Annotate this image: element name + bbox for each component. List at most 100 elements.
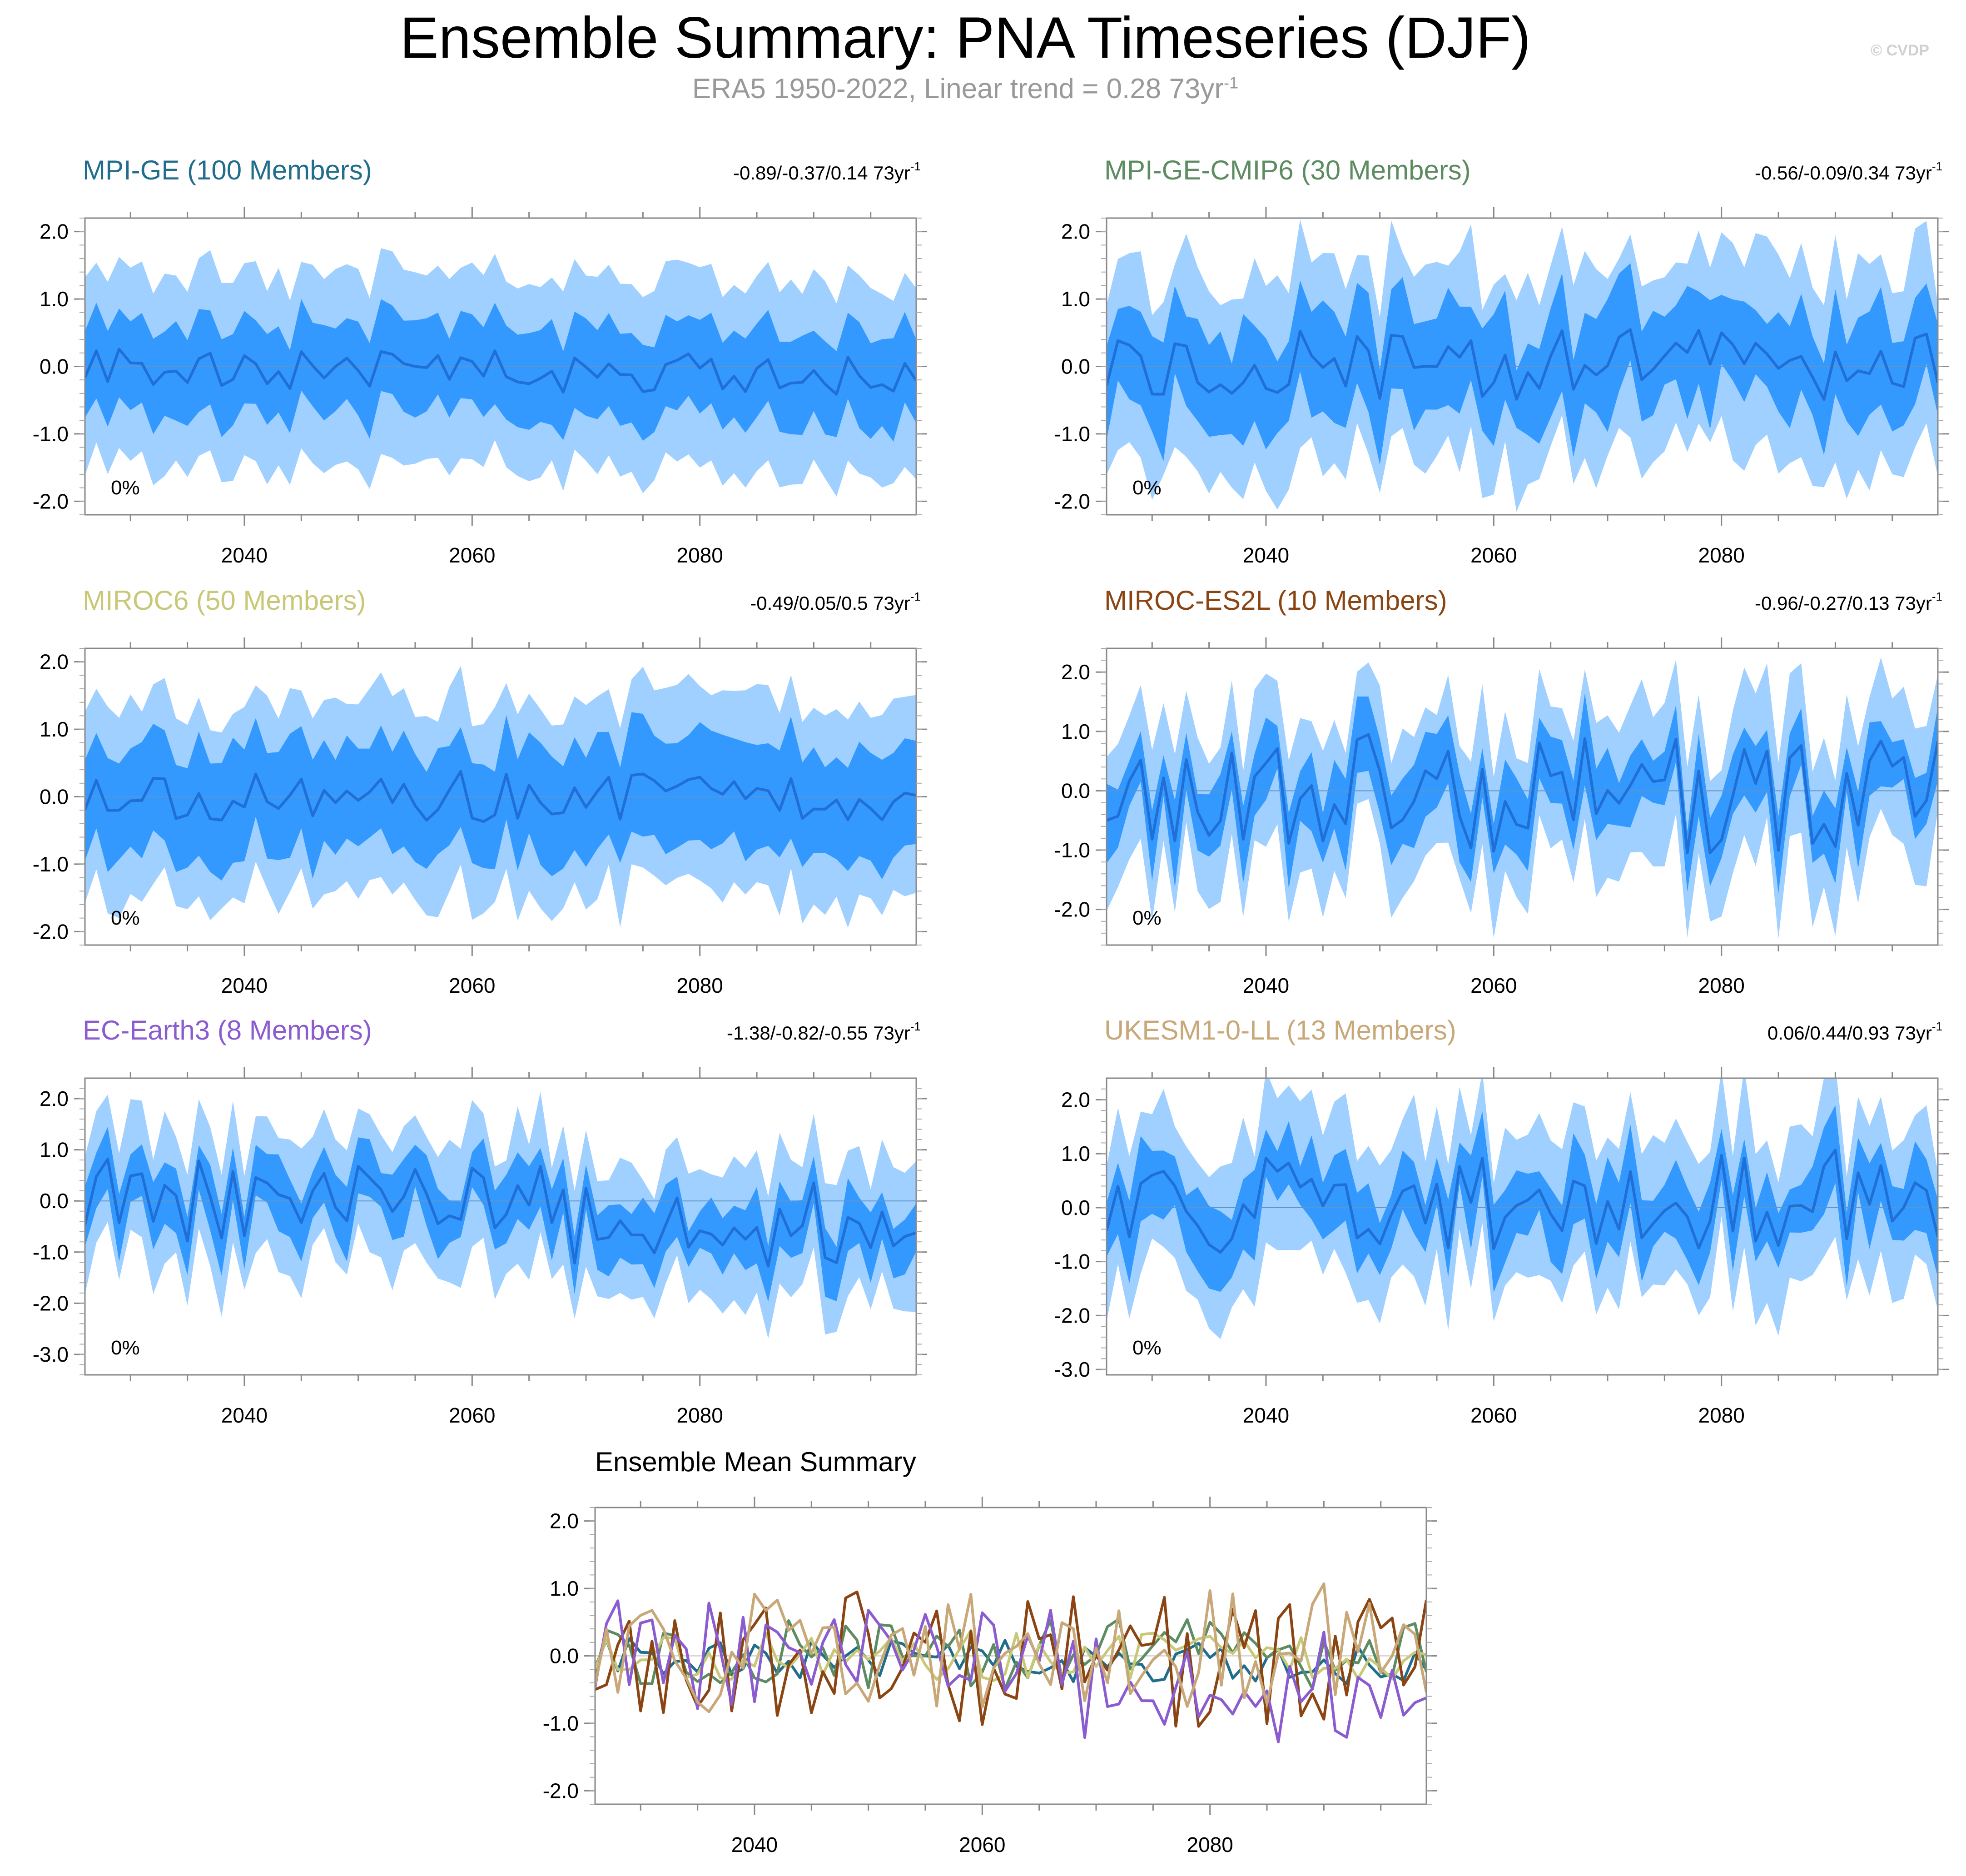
y-tick-label: -2.0 [33, 920, 69, 943]
y-tick-label: 0.0 [1061, 779, 1090, 802]
y-tick-label: -1.0 [33, 1240, 69, 1264]
ensemble-mean-line [1107, 1149, 1938, 1254]
x-tick-label: 2040 [1243, 1403, 1289, 1427]
y-tick-label: 1.0 [40, 717, 69, 741]
x-tick-label: 2080 [677, 1403, 723, 1427]
ensemble-mean-line [1107, 733, 1938, 855]
panel-percent: 0% [1132, 907, 1162, 929]
y-tick-label: 0.0 [40, 355, 69, 378]
y-tick-label: 2.0 [40, 220, 69, 244]
x-tick-label: 2060 [1470, 974, 1517, 997]
panel-trend: -0.96/-0.27/0.13 73yr-1 [1755, 590, 1942, 614]
y-tick-label: 2.0 [550, 1509, 579, 1533]
x-tick-label: 2080 [1187, 1833, 1233, 1856]
y-tick-label: 2.0 [40, 650, 69, 674]
panel-title: MPI-GE-CMIP6 (30 Members) [1104, 155, 1471, 185]
panel-trend: -0.49/0.05/0.5 73yr-1 [750, 590, 921, 614]
inner-band [85, 299, 916, 442]
y-tick-label: 2.0 [1061, 220, 1090, 244]
cvdp-watermark: © CVDP [1871, 42, 1929, 59]
y-tick-label: 1.0 [1061, 287, 1090, 311]
series-line-cmip6 [595, 1617, 1426, 1691]
y-tick-label: 0.0 [1061, 1196, 1090, 1219]
page-title: Ensemble Summary: PNA Timeseries (DJF) [400, 5, 1531, 70]
series-line-ukesm [595, 1582, 1426, 1713]
trend-superscript: -1 [910, 590, 921, 603]
ensemble-mean-line [85, 770, 916, 823]
panel-title: EC-Earth3 (8 Members) [83, 1015, 372, 1045]
x-tick-label: 2060 [449, 1403, 495, 1427]
trend-superscript: -1 [1932, 590, 1942, 603]
y-tick-label: -1.0 [543, 1712, 579, 1735]
y-tick-label: -2.0 [1054, 489, 1090, 513]
inner-band [85, 1127, 916, 1302]
x-tick-label: 2080 [1698, 543, 1745, 567]
y-tick-label: 1.0 [40, 1138, 69, 1162]
x-tick-label: 2060 [959, 1833, 1005, 1856]
trend-superscript: -1 [1932, 159, 1942, 173]
x-tick-label: 2060 [449, 974, 495, 997]
x-tick-label: 2080 [677, 974, 723, 997]
trend-text: -0.89/-0.37/0.14 73yr [733, 162, 910, 184]
y-tick-label: 2.0 [40, 1087, 69, 1110]
x-tick-label: 2060 [1470, 543, 1517, 567]
x-tick-label: 2040 [221, 974, 268, 997]
y-tick-label: -3.0 [33, 1343, 69, 1366]
panel-title: Ensemble Mean Summary [595, 1447, 916, 1477]
panel-percent: 0% [111, 1337, 140, 1359]
panel-ukesm: 2.0 1.0 0.0 -1.0 -2.0 -3.0 2040 2060 2080 UKESM1-… [1054, 1015, 1949, 1427]
y-tick-label: 2.0 [1061, 1088, 1090, 1111]
y-tick-label: -1.0 [1054, 1250, 1090, 1274]
y-tick-label: -1.0 [33, 422, 69, 446]
y-tick-label: 0.0 [40, 785, 69, 809]
y-tick-label: 0.0 [40, 1189, 69, 1213]
series-line-ecearth3 [595, 1599, 1426, 1743]
y-tick-label: 0.0 [1061, 355, 1090, 378]
trend-text: -0.96/-0.27/0.13 73yr [1755, 592, 1932, 614]
x-tick-label: 2080 [1698, 1403, 1745, 1427]
y-tick-label: -2.0 [543, 1779, 579, 1802]
y-tick-label: 1.0 [40, 287, 69, 311]
y-tick-label: 1.0 [1061, 1142, 1090, 1165]
trend-text: -1.38/-0.82/-0.55 73yr [727, 1022, 910, 1044]
panel-trend: -1.38/-0.82/-0.55 73yr-1 [727, 1020, 921, 1044]
trend-text: -0.56/-0.09/0.34 73yr [1755, 162, 1932, 184]
panel-percent: 0% [111, 477, 140, 499]
inner-band [1107, 693, 1938, 894]
x-tick-label: 2040 [1243, 974, 1289, 997]
ensemble-mean-line [85, 348, 916, 396]
x-tick-label: 2040 [221, 1403, 268, 1427]
trend-superscript: -1 [910, 159, 921, 173]
x-tick-label: 2040 [221, 543, 268, 567]
panel-cmip6: 2.0 1.0 0.0 -1.0 -2.0 2040 2060 2080 MPI-GE-CMIP… [1054, 155, 1949, 567]
x-tick-label: 2080 [1698, 974, 1745, 997]
subtitle-text: ERA5 1950-2022, Linear trend = 0.28 73yr [692, 73, 1224, 104]
y-tick-label: -1.0 [33, 852, 69, 876]
panel-trend: -0.56/-0.09/0.34 73yr-1 [1755, 159, 1942, 184]
trend-superscript: -1 [1932, 1020, 1942, 1033]
panel-trend: 0.06/0.44/0.93 73yr-1 [1767, 1020, 1942, 1044]
trend-superscript: -1 [910, 1020, 921, 1033]
panel-summary: 2.0 1.0 0.0 -1.0 -2.0 2040 2060 2080 Ensemble Me… [543, 1447, 1437, 1856]
y-tick-label: 0.0 [550, 1644, 579, 1668]
panel-ecearth3: 2.0 1.0 0.0 -1.0 -2.0 -3.0 2040 2060 2080 EC-Eart… [33, 1015, 927, 1427]
y-tick-label: -3.0 [1054, 1358, 1090, 1381]
panel-title: UKESM1-0-LL (13 Members) [1104, 1015, 1456, 1045]
y-tick-label: -1.0 [1054, 838, 1090, 862]
x-tick-label: 2060 [449, 543, 495, 567]
trend-text: 0.06/0.44/0.93 73yr [1767, 1022, 1932, 1044]
y-tick-label: 1.0 [1061, 720, 1090, 743]
y-tick-label: -2.0 [33, 489, 69, 513]
plot-frame [1106, 1077, 1939, 1376]
y-tick-label: 1.0 [550, 1577, 579, 1600]
inner-band [1107, 1105, 1938, 1293]
x-tick-label: 2060 [1470, 1403, 1517, 1427]
x-tick-label: 2040 [1243, 543, 1289, 567]
x-tick-label: 2080 [677, 543, 723, 567]
y-tick-label: -2.0 [1054, 1304, 1090, 1327]
panel-percent: 0% [1132, 1337, 1162, 1359]
y-tick-label: -1.0 [1054, 422, 1090, 446]
panel-miroc6: 2.0 1.0 0.0 -1.0 -2.0 2040 2060 2080 MIROC6 (50 … [33, 585, 927, 997]
ensemble-mean-line [85, 1158, 916, 1268]
